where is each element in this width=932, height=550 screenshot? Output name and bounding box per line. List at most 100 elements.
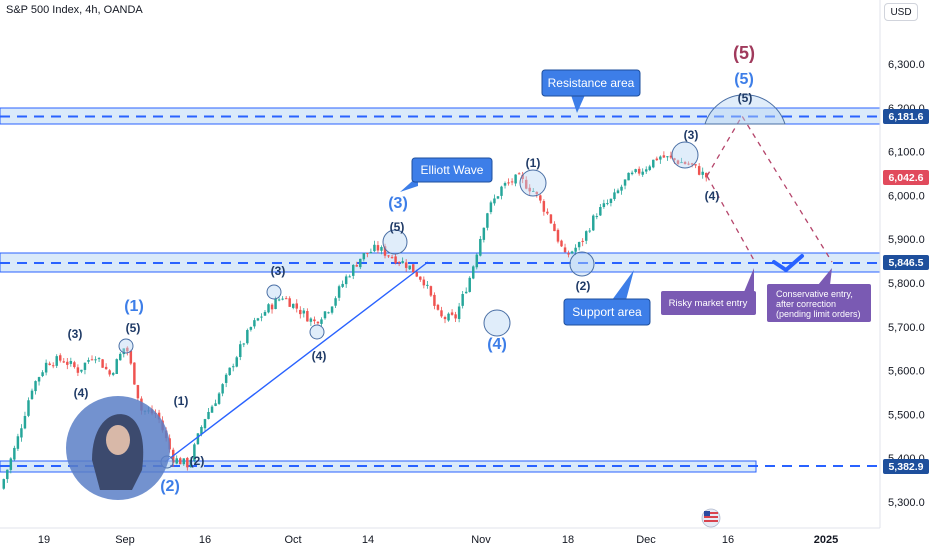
candle-body[interactable] xyxy=(524,179,528,189)
time-axis[interactable]: 19 Sep 16 Oct 14 Nov 18 Dec 16 2025 xyxy=(0,527,880,546)
candle-body[interactable] xyxy=(274,299,277,310)
candle-body[interactable] xyxy=(133,362,136,385)
candle-body[interactable] xyxy=(701,171,704,175)
symbol-title[interactable]: S&P 500 Index, 4h, OANDA xyxy=(6,4,143,16)
candle-body[interactable] xyxy=(380,247,383,251)
risky-callout[interactable] xyxy=(661,291,756,315)
candle-body[interactable] xyxy=(595,216,599,218)
candle-body[interactable] xyxy=(422,279,426,286)
price-axis[interactable]: 6,300.06,200.06,100.06,000.05,900.05,800… xyxy=(879,0,932,550)
candle-body[interactable] xyxy=(387,255,390,257)
candle-body[interactable] xyxy=(186,457,189,468)
candle-body[interactable] xyxy=(263,311,267,316)
candle-body[interactable] xyxy=(249,327,253,330)
candle-body[interactable] xyxy=(309,318,313,322)
candle-body[interactable] xyxy=(457,306,461,319)
candle-body[interactable] xyxy=(256,318,260,321)
candle-body[interactable] xyxy=(563,247,567,253)
candle-body[interactable] xyxy=(235,357,238,367)
candle-body[interactable] xyxy=(316,321,320,324)
candle-body[interactable] xyxy=(341,283,344,287)
candle-body[interactable] xyxy=(659,156,662,160)
candle-body[interactable] xyxy=(23,415,27,429)
candle-body[interactable] xyxy=(539,195,542,201)
candle-body[interactable] xyxy=(366,252,369,254)
pivot-circle[interactable] xyxy=(483,309,511,337)
candle-body[interactable] xyxy=(673,158,676,161)
candle-body[interactable] xyxy=(344,276,348,285)
candle-body[interactable] xyxy=(680,162,683,164)
price-tag-resistance[interactable] xyxy=(883,109,929,124)
conservative-projection-path[interactable] xyxy=(706,114,833,263)
candle-body[interactable] xyxy=(246,330,249,344)
candle-body[interactable] xyxy=(20,428,23,438)
candle-body[interactable] xyxy=(288,298,291,307)
candle-body[interactable] xyxy=(567,253,570,255)
candle-body[interactable] xyxy=(662,155,666,158)
candle-body[interactable] xyxy=(634,169,637,172)
candle-body[interactable] xyxy=(648,166,651,170)
candle-body[interactable] xyxy=(454,314,457,319)
candle-body[interactable] xyxy=(284,298,288,300)
candle-body[interactable] xyxy=(369,251,373,254)
candle-body[interactable] xyxy=(87,360,90,362)
candle-body[interactable] xyxy=(479,238,482,256)
candle-body[interactable] xyxy=(412,264,415,273)
candle-body[interactable] xyxy=(306,311,309,322)
candle-body[interactable] xyxy=(468,277,471,292)
candle-body[interactable] xyxy=(503,183,507,186)
candle-body[interactable] xyxy=(690,163,694,165)
candle-body[interactable] xyxy=(9,458,13,470)
candle-body[interactable] xyxy=(669,155,673,158)
candle-body[interactable] xyxy=(373,244,376,252)
candle-body[interactable] xyxy=(401,261,404,264)
candle-body[interactable] xyxy=(493,198,496,204)
candle-body[interactable] xyxy=(397,262,401,264)
candle-body[interactable] xyxy=(253,320,256,327)
candle-body[interactable] xyxy=(231,366,235,368)
candle-body[interactable] xyxy=(362,253,366,260)
candle-body[interactable] xyxy=(676,160,680,164)
candle-body[interactable] xyxy=(613,192,616,200)
candle-body[interactable] xyxy=(355,265,359,267)
candle-body[interactable] xyxy=(83,362,87,370)
pivot-circle[interactable] xyxy=(309,324,325,340)
risky-projection-path[interactable] xyxy=(706,175,756,263)
candle-body[interactable] xyxy=(129,350,133,364)
candle-body[interactable] xyxy=(214,403,217,406)
candle-body[interactable] xyxy=(577,242,581,248)
candle-body[interactable] xyxy=(532,190,535,192)
pivot-circle[interactable] xyxy=(266,284,282,300)
candle-body[interactable] xyxy=(175,458,178,464)
candle-body[interactable] xyxy=(44,362,48,373)
candle-body[interactable] xyxy=(179,458,182,465)
candle-body[interactable] xyxy=(556,229,560,242)
candle-body[interactable] xyxy=(683,161,687,165)
pivot-circle[interactable] xyxy=(671,141,699,169)
candle-body[interactable] xyxy=(281,298,284,300)
candle-body[interactable] xyxy=(97,358,101,360)
candle-body[interactable] xyxy=(592,215,595,231)
support-callout[interactable] xyxy=(563,298,651,326)
candle-body[interactable] xyxy=(189,459,193,467)
candle-body[interactable] xyxy=(383,246,387,256)
candle-body[interactable] xyxy=(34,381,37,392)
candle-body[interactable] xyxy=(108,370,111,375)
candle-body[interactable] xyxy=(193,444,196,461)
us-flag-icon[interactable] xyxy=(701,508,721,528)
candle-body[interactable] xyxy=(426,284,429,286)
candle-body[interactable] xyxy=(581,240,584,242)
candle-body[interactable] xyxy=(51,365,55,367)
candle-body[interactable] xyxy=(101,359,104,368)
candle-body[interactable] xyxy=(553,223,556,232)
candle-body[interactable] xyxy=(119,353,122,361)
candle-body[interactable] xyxy=(472,266,475,279)
candle-body[interactable] xyxy=(507,182,510,184)
candle-body[interactable] xyxy=(584,231,588,241)
currency-button[interactable]: USD xyxy=(884,3,918,21)
candle-body[interactable] xyxy=(475,254,479,268)
candle-body[interactable] xyxy=(404,262,408,268)
candle-body[interactable] xyxy=(210,406,214,413)
candle-body[interactable] xyxy=(330,306,334,313)
